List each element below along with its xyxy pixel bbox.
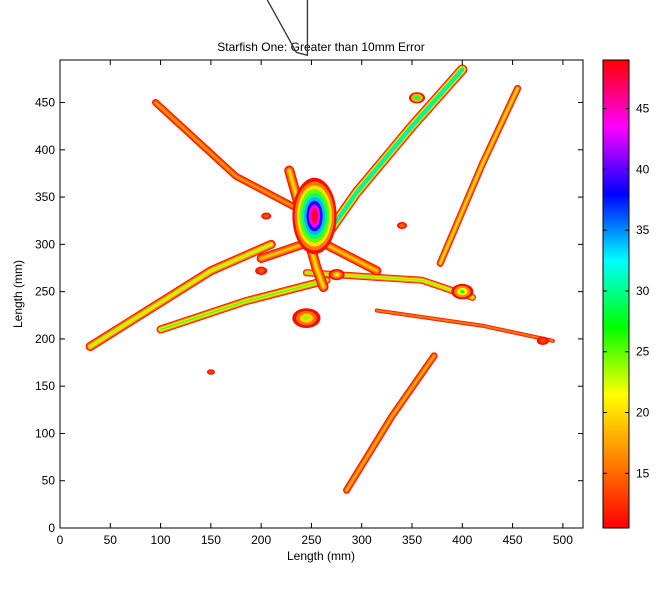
heat-center-ring — [311, 208, 318, 224]
colorbar-tick-label: 45 — [636, 102, 650, 116]
heat-arm — [156, 276, 331, 334]
y-axis-ticks: 0 50 100 150 200 250 300 350 400 450 — [35, 96, 583, 535]
heat-blob — [328, 269, 345, 281]
scan-outline — [266, 0, 309, 57]
heat-arm-band — [322, 68, 464, 241]
heat-center — [292, 177, 337, 255]
x-tick-label: 250 — [301, 533, 321, 547]
colorbar-tick-label: 35 — [636, 223, 650, 237]
heat-blob — [536, 336, 549, 345]
heat-blob-ring — [541, 339, 544, 342]
heat-blob-ring — [209, 371, 212, 373]
heatmap-layer — [85, 64, 555, 494]
chart-title: Starfish One: Greater than 10mm Error — [217, 40, 424, 54]
colorbar — [602, 59, 630, 529]
y-tick-label: 100 — [35, 426, 55, 440]
y-tick-label: 200 — [35, 332, 55, 346]
heat-arm — [151, 98, 315, 220]
colorbar-tick-label: 25 — [636, 345, 650, 359]
x-tick-label: 100 — [151, 533, 171, 547]
colorbar-tick-label: 30 — [636, 284, 650, 298]
heat-blob-ring — [460, 290, 465, 294]
y-tick-label: 250 — [35, 285, 55, 299]
heat-arm-band — [154, 101, 313, 217]
x-tick-label: 300 — [352, 533, 372, 547]
colorbar-tick-label: 15 — [636, 466, 650, 480]
x-tick-label: 400 — [452, 533, 472, 547]
heat-arm-band — [345, 355, 435, 491]
heat-arm — [343, 352, 438, 494]
x-tick-label: 200 — [251, 533, 271, 547]
y-tick-label: 0 — [48, 521, 55, 535]
heat-blob — [451, 283, 474, 300]
x-tick-label: 350 — [402, 533, 422, 547]
heat-blob-ring — [415, 96, 419, 99]
colorbar-ticks: 15 20 25 30 35 40 45 — [603, 102, 650, 480]
heat-blob-ring — [303, 316, 310, 321]
heat-arm-band — [376, 309, 554, 342]
heat-blob — [397, 222, 407, 229]
heat-blob — [255, 266, 268, 275]
scan-outline-path — [266, 0, 309, 57]
heat-arm-band — [439, 87, 519, 265]
heat-arm-band — [89, 243, 273, 348]
colorbar-tick-label: 40 — [636, 162, 650, 176]
heat-arm — [436, 84, 522, 267]
x-axis-label: Length (mm) — [287, 549, 355, 563]
y-tick-label: 300 — [35, 237, 55, 251]
heat-blob — [409, 92, 425, 104]
heat-arm — [85, 239, 276, 352]
heat-blob-ring — [260, 269, 263, 272]
y-tick-label: 350 — [35, 190, 55, 204]
heat-blob-ring — [265, 215, 268, 217]
y-tick-label: 50 — [42, 474, 56, 488]
x-tick-label: 0 — [57, 533, 64, 547]
heat-arm-band — [159, 279, 328, 331]
x-tick-label: 450 — [503, 533, 523, 547]
y-tick-label: 150 — [35, 379, 55, 393]
colorbar-tick-label: 20 — [636, 406, 650, 420]
heat-blob — [292, 308, 321, 328]
y-tick-label: 400 — [35, 143, 55, 157]
heat-blob-ring — [401, 224, 403, 227]
heat-blob — [261, 212, 272, 220]
y-axis-label: Length (mm) — [11, 260, 25, 328]
x-tick-label: 500 — [553, 533, 573, 547]
heat-blob — [206, 369, 215, 375]
y-tick-label: 450 — [35, 96, 55, 110]
x-axis-ticks: 0 50 100 150 200 250 300 350 400 450 500 — [57, 60, 573, 547]
heat-arm — [318, 64, 468, 245]
heat-arm — [374, 308, 555, 343]
x-tick-label: 150 — [201, 533, 221, 547]
heat-blob-ring — [335, 273, 339, 276]
x-tick-label: 50 — [104, 533, 118, 547]
plot-axes-box — [59, 59, 584, 529]
